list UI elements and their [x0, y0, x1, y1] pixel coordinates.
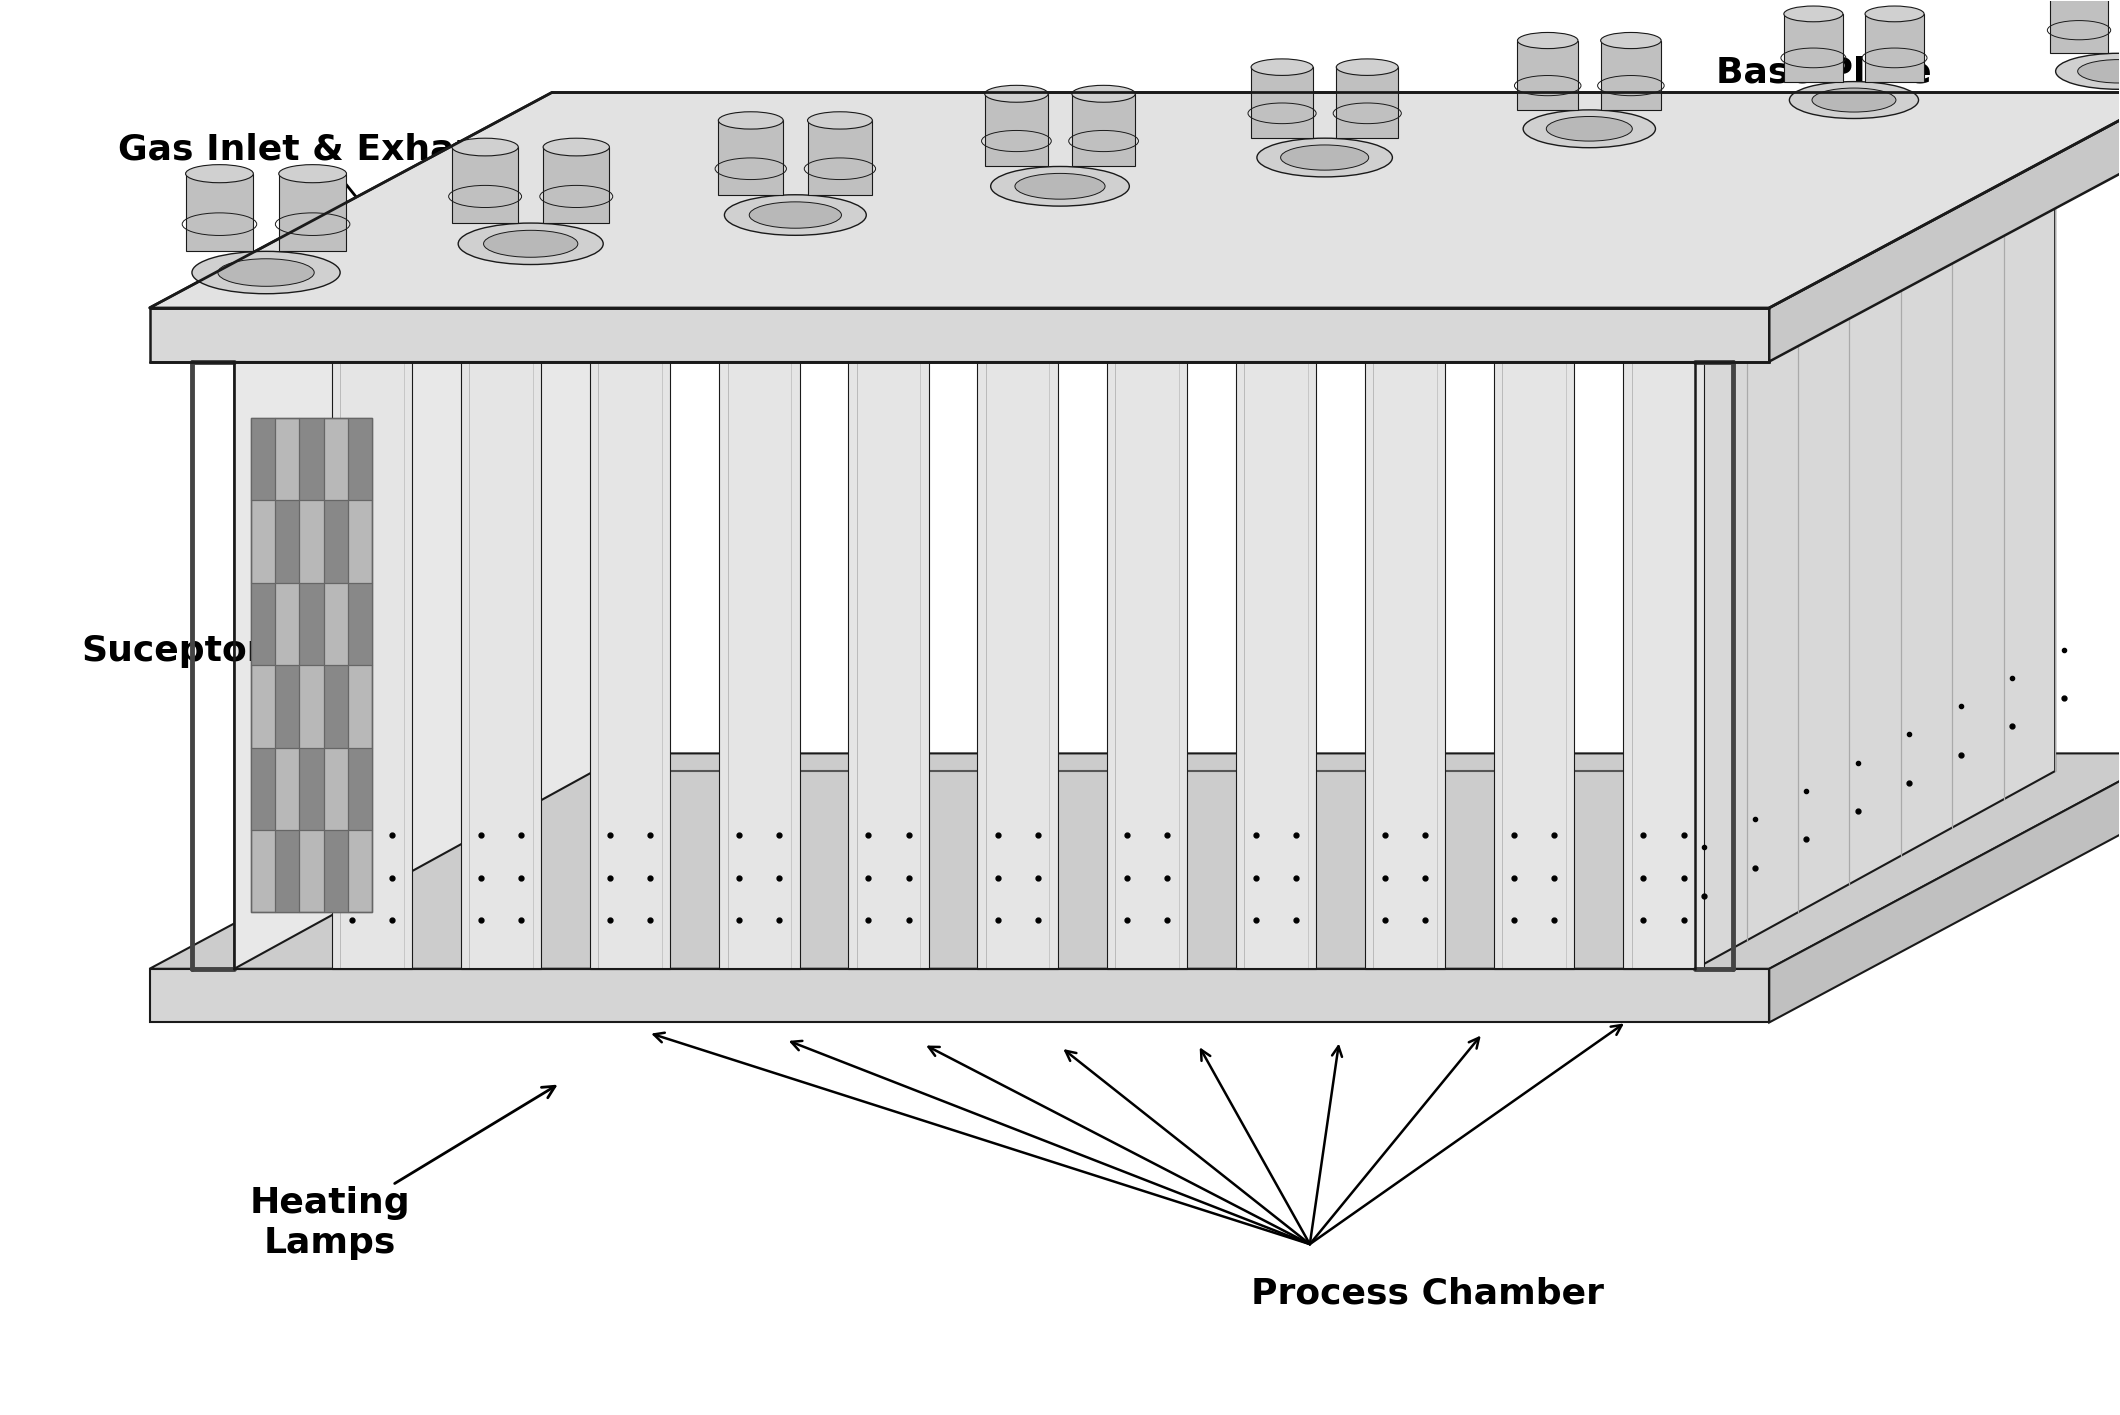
Polygon shape — [1601, 41, 1662, 110]
Polygon shape — [1495, 361, 1575, 969]
Polygon shape — [252, 417, 276, 501]
Polygon shape — [1236, 361, 1317, 969]
Polygon shape — [299, 583, 324, 665]
Polygon shape — [848, 361, 929, 969]
Polygon shape — [452, 147, 517, 224]
Polygon shape — [235, 164, 594, 969]
Text: Suceptor: Suceptor — [83, 634, 341, 676]
Ellipse shape — [1545, 116, 1632, 142]
Polygon shape — [252, 583, 276, 665]
Polygon shape — [984, 93, 1047, 167]
Ellipse shape — [1280, 144, 1370, 170]
Ellipse shape — [1257, 139, 1393, 177]
Polygon shape — [348, 583, 371, 665]
Polygon shape — [324, 501, 348, 583]
Polygon shape — [348, 417, 371, 501]
Ellipse shape — [1336, 59, 1399, 75]
Polygon shape — [1624, 361, 1704, 969]
Ellipse shape — [458, 224, 604, 265]
Ellipse shape — [725, 195, 867, 235]
Polygon shape — [299, 417, 324, 501]
Polygon shape — [331, 361, 411, 969]
Polygon shape — [1518, 41, 1577, 110]
Ellipse shape — [1518, 33, 1577, 48]
Polygon shape — [276, 665, 299, 747]
Polygon shape — [276, 829, 299, 913]
Ellipse shape — [1015, 174, 1105, 200]
Polygon shape — [1696, 164, 2054, 969]
Polygon shape — [808, 120, 871, 195]
Polygon shape — [278, 174, 346, 252]
Polygon shape — [460, 361, 541, 969]
Polygon shape — [1073, 93, 1136, 167]
Polygon shape — [151, 308, 1770, 361]
Polygon shape — [1783, 14, 1842, 82]
Ellipse shape — [748, 202, 842, 228]
Polygon shape — [324, 829, 348, 913]
Polygon shape — [719, 361, 799, 969]
Polygon shape — [1251, 67, 1312, 139]
Ellipse shape — [1522, 110, 1656, 147]
Ellipse shape — [1783, 6, 1842, 21]
Polygon shape — [1770, 92, 2120, 361]
Polygon shape — [2050, 0, 2107, 54]
Ellipse shape — [193, 252, 339, 294]
Polygon shape — [589, 361, 670, 969]
Polygon shape — [543, 147, 608, 224]
Text: Base Plate: Base Plate — [1717, 55, 1931, 177]
Ellipse shape — [808, 112, 871, 129]
Polygon shape — [299, 747, 324, 829]
Ellipse shape — [719, 112, 782, 129]
Ellipse shape — [1251, 59, 1312, 75]
Ellipse shape — [1073, 85, 1136, 102]
Ellipse shape — [2056, 54, 2120, 89]
Text: Process Chamber: Process Chamber — [1251, 1276, 1603, 1310]
Ellipse shape — [990, 167, 1130, 207]
Ellipse shape — [187, 164, 252, 183]
Polygon shape — [151, 92, 2120, 308]
Polygon shape — [1770, 753, 2120, 1023]
Polygon shape — [324, 665, 348, 747]
Ellipse shape — [1813, 88, 1895, 112]
Polygon shape — [151, 753, 2120, 969]
Text: Heating
Lamps: Heating Lamps — [250, 1087, 555, 1259]
Ellipse shape — [278, 164, 346, 183]
Polygon shape — [1107, 361, 1187, 969]
Ellipse shape — [2078, 59, 2120, 83]
Ellipse shape — [1601, 33, 1662, 48]
Ellipse shape — [1866, 6, 1925, 21]
Polygon shape — [151, 969, 1770, 1023]
Polygon shape — [276, 501, 299, 583]
Polygon shape — [187, 174, 252, 252]
Polygon shape — [1336, 67, 1399, 139]
Ellipse shape — [543, 139, 608, 156]
Text: Gas Inlet & Exhaust: Gas Inlet & Exhaust — [119, 133, 519, 263]
Polygon shape — [252, 417, 371, 913]
Ellipse shape — [218, 259, 314, 286]
Polygon shape — [719, 120, 782, 195]
Polygon shape — [977, 361, 1058, 969]
Ellipse shape — [452, 139, 517, 156]
Polygon shape — [1866, 14, 1925, 82]
Polygon shape — [1365, 361, 1446, 969]
Ellipse shape — [483, 231, 579, 258]
Polygon shape — [348, 747, 371, 829]
Ellipse shape — [984, 85, 1047, 102]
Ellipse shape — [1789, 82, 1919, 119]
Polygon shape — [252, 747, 276, 829]
